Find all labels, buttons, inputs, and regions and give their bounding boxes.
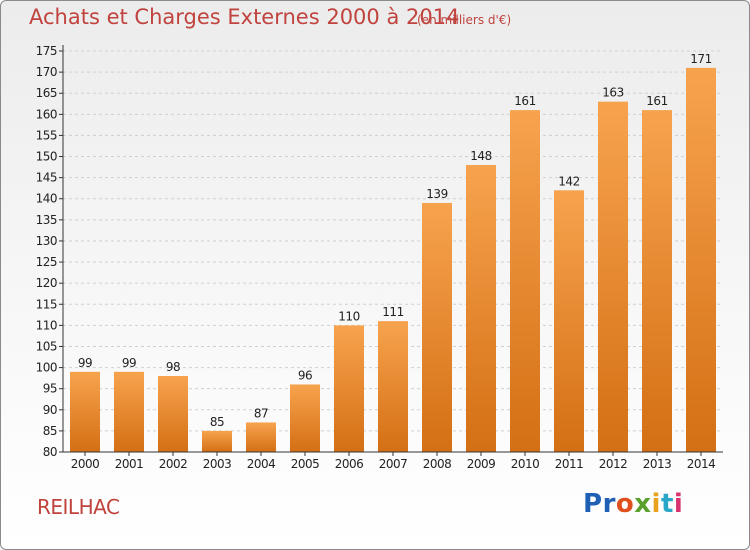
bar [202,430,232,452]
y-tick-label: 165 [36,86,57,100]
data-label: 96 [298,368,312,382]
x-tick-label: 2008 [423,457,452,471]
x-tick-label: 2011 [555,457,584,471]
y-tick-label: 155 [36,128,57,142]
y-tick-label: 150 [36,150,57,164]
bar [114,371,144,452]
x-tick-label: 2000 [71,457,100,471]
x-tick-label: 2007 [379,457,408,471]
bar [246,422,276,452]
bar [554,190,584,452]
x-tick-label: 2005 [291,457,320,471]
data-label: 111 [382,305,403,319]
y-tick-label: 100 [36,361,57,375]
x-tick-label: 2002 [159,457,188,471]
data-label: 85 [210,415,224,429]
x-tick-label: 2009 [467,457,496,471]
x-tick-label: 2014 [687,457,716,471]
x-tick-label: 2006 [335,457,364,471]
y-tick-label: 170 [36,65,57,79]
data-label: 99 [122,356,136,370]
data-label: 99 [78,356,92,370]
place-name: REILHAC [37,495,120,519]
y-tick-label: 145 [36,171,57,185]
y-tick-label: 125 [36,255,57,269]
data-label: 148 [470,149,491,163]
data-label: 161 [646,94,667,108]
data-label: 98 [166,360,180,374]
y-tick-label: 120 [36,276,57,290]
bar [510,110,540,453]
y-tick-label: 130 [36,234,57,248]
data-label: 87 [254,406,268,420]
y-tick-label: 135 [36,213,57,227]
chart-subtitle: (en milliers d'€) [417,13,512,27]
logo-letter: o [615,489,635,519]
x-tick-label: 2010 [511,457,540,471]
logo-letter: i [651,489,661,519]
y-tick-label: 175 [36,44,57,58]
bar [642,110,672,453]
x-tick-label: 2013 [643,457,672,471]
data-label: 161 [514,94,535,108]
data-label: 110 [338,309,359,323]
logo-letter: x [634,489,652,519]
logo-letter: t [660,489,674,519]
bar [70,371,100,452]
bar [422,202,452,452]
y-tick-label: 115 [36,297,57,311]
chart-title: Achats et Charges Externes 2000 à 2014 [29,5,460,29]
logo-letter: r [602,489,616,519]
y-tick-label: 90 [43,403,57,417]
data-label: 171 [690,52,711,66]
bar [466,164,496,452]
bar [158,376,188,452]
bar [290,384,320,452]
bar [378,321,408,452]
bar [334,325,364,452]
y-tick-label: 85 [43,424,57,438]
y-tick-label: 160 [36,107,57,121]
y-tick-label: 95 [43,382,57,396]
data-label: 163 [602,86,623,100]
logo-letter: i [673,489,684,519]
x-tick-label: 2012 [599,457,628,471]
bar [598,101,628,452]
data-label: 139 [426,187,447,201]
y-tick-label: 140 [36,192,57,206]
y-tick-label: 105 [36,339,57,353]
x-tick-label: 2001 [115,457,144,471]
y-tick-label: 110 [36,318,57,332]
x-tick-label: 2003 [203,457,232,471]
logo-letter: P [583,489,603,519]
x-tick-label: 2004 [247,457,276,471]
proxiti-logo: Proxiti [583,489,683,519]
data-label: 142 [558,174,579,188]
y-tick-label: 80 [43,445,57,459]
bar [686,67,716,452]
